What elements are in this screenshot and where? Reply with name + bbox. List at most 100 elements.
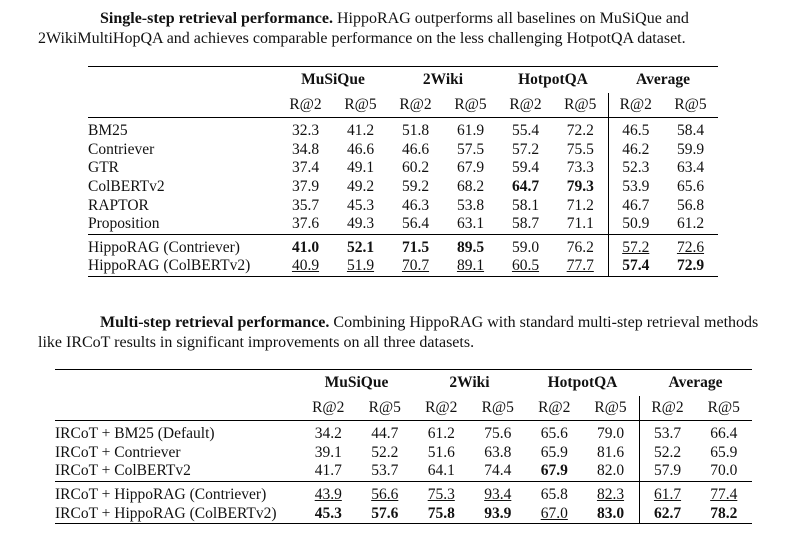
- value-cell: 68.2: [456, 178, 485, 196]
- method-name: IRCoT + Contriever: [55, 443, 181, 461]
- method-name: IRCoT + BM25 (Default): [55, 419, 300, 444]
- value-cell: 65.9: [710, 443, 738, 461]
- value-cell: 37.9: [291, 178, 320, 196]
- table-row: ColBERTv2 37.9 49.2 59.2 68.2 64.7 79.3 53.9 65.…: [88, 177, 718, 197]
- value-cell: 61.7: [639, 480, 696, 505]
- table-row: Proposition 37.6 49.3 56.4 63.1 58.7 71.1 50.9 6…: [88, 214, 718, 235]
- value-cell: 63.1: [456, 215, 485, 233]
- value-cell: 34.8: [291, 140, 320, 158]
- metric-header: R@2: [289, 96, 322, 113]
- value-cell: 77.7: [553, 257, 609, 277]
- value-cell: 65.8: [526, 480, 583, 505]
- header-cell: [55, 396, 300, 421]
- dataset-header: Average: [668, 374, 723, 391]
- value-cell: 56.6: [356, 480, 413, 505]
- metric-header: R@2: [509, 96, 542, 113]
- metric-header: R@5: [454, 96, 487, 113]
- value-cell: 37.6: [291, 215, 320, 233]
- value-cell: 79.3: [553, 177, 609, 197]
- dataset-header: 2Wiki: [422, 71, 464, 88]
- header-cell: [55, 370, 300, 397]
- table-row: HippoRAG (Contriever) 41.0 52.1 71.5 89.5 59.…: [88, 233, 718, 258]
- results-table: MuSiQue 2Wiki HotpotQA Average R@2 R@5 R@2 R@5 R…: [55, 369, 752, 524]
- value-cell: 74.4: [484, 462, 512, 480]
- caption: Multi-step retrieval performance. Combin…: [38, 313, 778, 353]
- value-cell: 51.8: [388, 116, 443, 141]
- value-cell: 61.2: [676, 215, 705, 233]
- value-cell: 51.9: [346, 257, 375, 275]
- value-cell: 44.7: [356, 419, 413, 444]
- value-cell: 46.3: [401, 196, 430, 214]
- table-row: IRCoT + HippoRAG (Contriever) 43.9 56.6 75.…: [55, 480, 752, 505]
- value-cell: 63.8: [484, 443, 512, 461]
- table-row: IRCoT + HippoRAG (ColBERTv2) 45.3 57.6 75.8…: [55, 504, 752, 524]
- value-cell: 89.1: [456, 257, 485, 275]
- table-row: HippoRAG (ColBERTv2) 40.9 51.9 70.7 89.1 60.5…: [88, 257, 718, 277]
- value-cell: 52.2: [653, 443, 682, 461]
- value-cell: 46.6: [346, 140, 375, 158]
- metric-header: R@2: [619, 96, 652, 113]
- metric-header: R@2: [425, 399, 458, 416]
- value-cell: 66.4: [695, 419, 752, 444]
- value-cell: 67.9: [540, 462, 568, 480]
- value-cell: 79.0: [582, 419, 640, 444]
- metric-header: R@5: [344, 96, 377, 113]
- dataset-header: MuSiQue: [324, 374, 389, 391]
- method-name: IRCoT + HippoRAG (Contriever): [55, 480, 300, 505]
- value-cell: 46.5: [608, 116, 663, 141]
- value-cell: 34.2: [300, 419, 357, 444]
- value-cell: 71.5: [388, 233, 443, 258]
- value-cell: 59.9: [676, 140, 705, 158]
- value-cell: 64.7: [511, 178, 540, 196]
- metric-header: R@5: [368, 399, 401, 416]
- value-cell: 46.2: [622, 140, 650, 158]
- table-row: RAPTOR 35.7 45.3 46.3 53.8 58.1 71.2 46.7 56.8: [88, 196, 718, 215]
- subheader-row: R@2 R@5 R@2 R@5 R@2 R@5 R@2 R@5: [88, 93, 718, 118]
- value-cell: 59.2: [401, 178, 430, 196]
- value-cell: 39.1: [314, 443, 342, 461]
- dataset-header: HotpotQA: [547, 374, 618, 391]
- value-cell: 64.1: [427, 462, 455, 480]
- value-cell: 57.4: [622, 257, 650, 275]
- dataset-header: HotpotQA: [518, 71, 588, 88]
- value-cell: 75.8: [427, 504, 455, 522]
- value-cell: 35.7: [291, 196, 320, 214]
- value-cell: 71.2: [553, 196, 609, 215]
- header-row: MuSiQue 2Wiki HotpotQA Average: [55, 370, 752, 397]
- value-cell: 57.2: [608, 233, 663, 258]
- dataset-header: 2Wiki: [449, 374, 490, 391]
- value-cell: 45.3: [346, 196, 375, 214]
- caption-lead: Single-step retrieval performance.: [100, 10, 333, 27]
- value-cell: 58.1: [511, 196, 540, 214]
- value-cell: 72.2: [553, 116, 609, 141]
- metric-header: R@2: [399, 96, 432, 113]
- value-cell: 82.3: [582, 480, 640, 505]
- value-cell: 61.9: [443, 116, 498, 141]
- value-cell: 32.3: [278, 116, 333, 141]
- value-cell: 81.6: [582, 443, 640, 463]
- value-cell: 70.0: [710, 462, 738, 480]
- value-cell: 46.7: [622, 196, 650, 214]
- value-cell: 83.0: [582, 504, 640, 524]
- value-cell: 50.9: [622, 215, 650, 233]
- method-name: ColBERTv2: [88, 178, 165, 196]
- value-cell: 37.4: [291, 159, 320, 177]
- value-cell: 71.1: [553, 214, 609, 235]
- value-cell: 45.3: [314, 504, 342, 522]
- value-cell: 58.4: [663, 116, 718, 141]
- value-cell: 41.7: [314, 462, 342, 480]
- value-cell: 93.4: [469, 480, 526, 505]
- header-cell: [88, 93, 278, 118]
- value-cell: 65.6: [526, 419, 583, 444]
- value-cell: 65.6: [676, 178, 705, 196]
- value-cell: 53.7: [639, 419, 696, 444]
- value-cell: 55.4: [498, 116, 553, 141]
- metric-header: R@5: [707, 399, 740, 416]
- table-row: BM25 32.3 41.2 51.8 61.9 55.4 72.2 46.5 58.4: [88, 116, 718, 141]
- value-cell: 93.9: [484, 504, 512, 522]
- table-row: IRCoT + BM25 (Default) 34.2 44.7 61.2 75.6 65…: [55, 419, 752, 444]
- value-cell: 60.5: [511, 257, 540, 275]
- table-row: GTR 37.4 49.1 60.2 67.9 59.4 73.3 52.3 63.4: [88, 159, 718, 178]
- value-cell: 53.8: [456, 196, 485, 214]
- metric-header: R@2: [538, 399, 571, 416]
